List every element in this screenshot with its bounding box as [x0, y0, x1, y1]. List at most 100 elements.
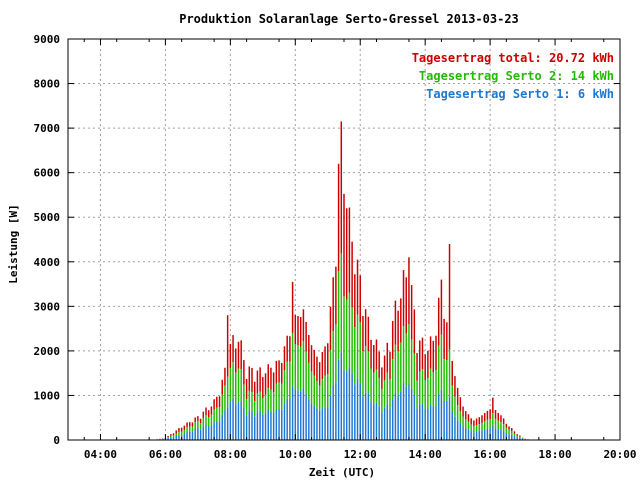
bar-serto1 — [197, 428, 199, 440]
bar-total — [224, 367, 226, 386]
y-tick-label: 3000 — [34, 300, 61, 313]
bar-serto2 — [262, 398, 264, 415]
bar-serto1 — [194, 428, 196, 440]
bar-total — [497, 413, 499, 421]
bar-serto1 — [348, 367, 351, 440]
bar-total — [335, 266, 337, 325]
bar-total — [413, 309, 416, 354]
bar-total — [508, 426, 510, 430]
bar-serto2 — [478, 424, 481, 432]
bar-serto2 — [243, 384, 245, 409]
bar-serto2 — [475, 425, 478, 432]
bar-serto1 — [383, 407, 386, 440]
bar-serto1 — [354, 384, 356, 440]
bar-serto1 — [391, 399, 394, 440]
bar-serto2 — [378, 377, 380, 407]
bar-total — [440, 279, 443, 335]
bar-serto1 — [267, 410, 269, 440]
bar-total — [302, 309, 305, 341]
bar-serto1 — [397, 395, 399, 440]
axis-ticks — [68, 38, 621, 441]
bar-total — [308, 335, 310, 363]
bar-serto2 — [272, 392, 275, 414]
bar-serto2 — [513, 433, 516, 437]
bar-serto2 — [226, 376, 229, 408]
bar-serto2 — [224, 385, 226, 411]
bar-serto1 — [505, 433, 508, 440]
bar-serto1 — [513, 436, 516, 440]
bar-total — [245, 378, 248, 400]
bar-total — [291, 281, 294, 333]
bar-total — [389, 351, 391, 380]
x-tick-label: 10:00 — [279, 448, 312, 461]
bar-serto2 — [267, 387, 269, 411]
bar-serto1 — [170, 437, 172, 440]
bar-total — [424, 354, 426, 380]
bar-serto1 — [281, 409, 283, 440]
bar-serto2 — [332, 331, 334, 386]
bar-serto2 — [405, 333, 407, 387]
bar-serto2 — [383, 380, 386, 408]
bar-serto1 — [470, 431, 472, 440]
bar-serto2 — [172, 435, 175, 438]
bar-total — [232, 335, 234, 363]
bar-serto1 — [253, 416, 256, 440]
bar-serto1 — [459, 423, 462, 440]
bar-total — [364, 309, 367, 347]
bar-serto2 — [167, 437, 169, 439]
bar-total — [345, 208, 348, 300]
bar-serto2 — [294, 344, 297, 390]
bar-serto2 — [313, 375, 315, 406]
bar-serto1 — [213, 422, 215, 440]
bar-total — [305, 321, 307, 352]
bar-serto2 — [427, 378, 429, 410]
bar-total — [432, 340, 435, 373]
bar-serto2 — [299, 346, 302, 392]
bar-serto2 — [253, 401, 256, 417]
bar-serto1 — [337, 359, 340, 440]
bar-total — [408, 257, 410, 325]
bar-serto2 — [232, 362, 234, 399]
bar-serto1 — [446, 400, 448, 440]
bar-serto1 — [243, 408, 245, 440]
bar-serto1 — [373, 404, 375, 440]
x-tick-labels: 04:00 06:00 08:00 10:00 12:00 14:00 16:00 18:00… — [84, 448, 637, 461]
bar-total — [478, 417, 481, 425]
bar-total — [297, 315, 299, 346]
bar-serto2 — [213, 409, 215, 423]
bar-total — [511, 428, 513, 432]
bar-total — [456, 387, 459, 406]
bar-serto1 — [378, 406, 380, 440]
bar-serto2 — [373, 372, 375, 405]
bar-serto1 — [456, 420, 459, 440]
bar-serto2 — [175, 433, 177, 437]
bar-serto2 — [451, 385, 453, 413]
bar-total — [256, 370, 259, 394]
bar-total — [270, 367, 272, 390]
bar-total — [465, 411, 467, 420]
bar-serto2 — [283, 370, 286, 404]
bar-total — [210, 406, 213, 415]
bar-serto1 — [251, 411, 253, 440]
bar-serto1 — [343, 370, 345, 440]
bar-serto1 — [465, 427, 467, 440]
bar-serto1 — [486, 428, 489, 440]
bar-serto1 — [410, 388, 413, 440]
bar-serto2 — [216, 407, 218, 422]
bar-serto1 — [205, 425, 207, 440]
bar-total — [462, 406, 464, 417]
bar-serto1 — [329, 395, 332, 440]
bar-total — [194, 417, 196, 423]
y-tick-label: 2000 — [34, 345, 61, 358]
bar-serto1 — [421, 403, 424, 440]
bar-serto1 — [462, 426, 464, 440]
bar-serto2 — [429, 368, 432, 405]
bar-serto1 — [467, 429, 470, 440]
bar-serto1 — [259, 410, 261, 440]
bar-serto1 — [508, 434, 510, 440]
y-tick-labels: 0 1000 2000 3000 4000 5000 6000 7000 8000 9000 — [34, 33, 61, 447]
bar-serto1 — [332, 385, 334, 440]
y-tick-label: 8000 — [34, 78, 61, 91]
bar-serto2 — [448, 349, 451, 397]
bar-total — [483, 412, 486, 422]
